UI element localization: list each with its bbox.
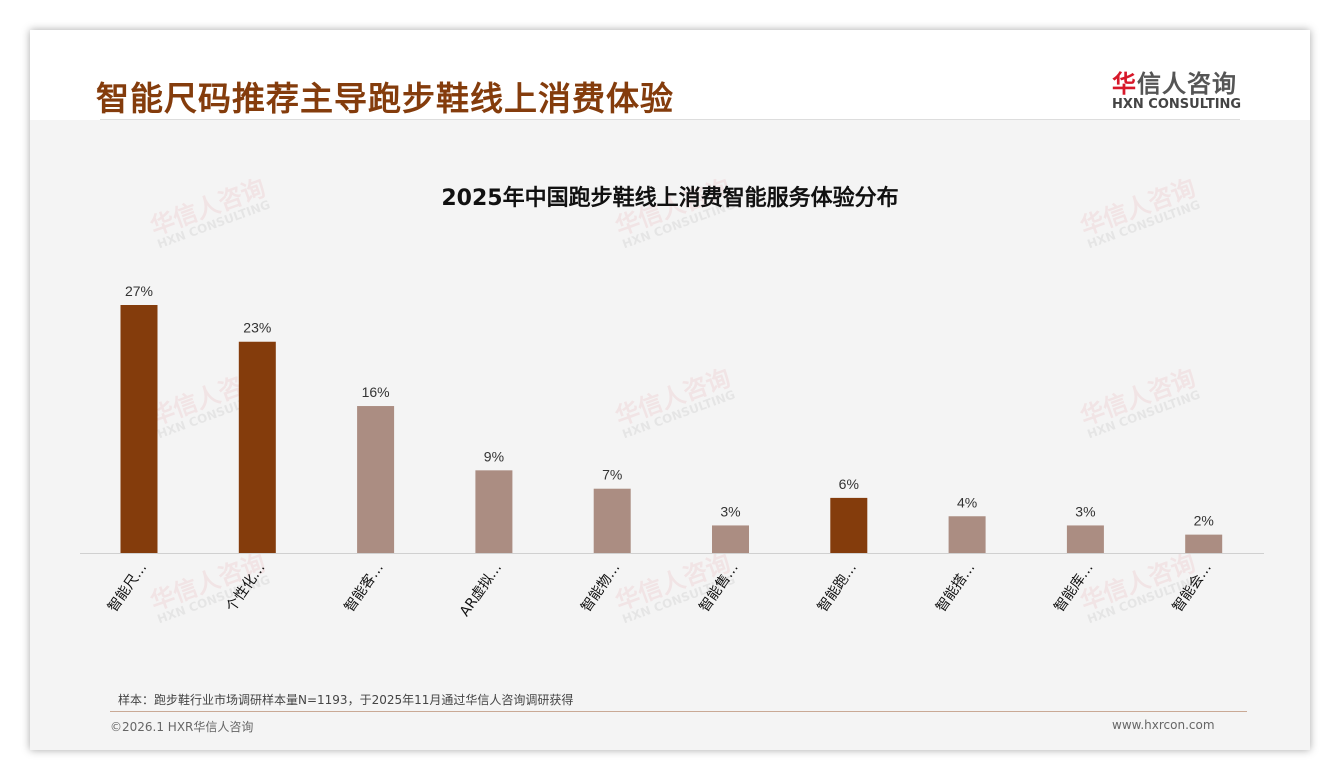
data-label: 23% [243, 320, 271, 336]
footer-divider [110, 711, 1247, 712]
x-tick-label: 智能会… [1170, 560, 1215, 615]
bar [238, 341, 276, 553]
page-title: 智能尺码推荐主导跑步鞋线上消费体验 [96, 79, 674, 118]
chart-title: 2025年中国跑步鞋线上消费智能服务体验分布 [441, 186, 899, 211]
divider [100, 119, 1240, 120]
x-tick-label: 智能客… [341, 560, 387, 616]
x-tick-label: 智能库… [1051, 560, 1096, 615]
bar [120, 305, 158, 553]
data-label: 3% [720, 503, 740, 519]
logo-accent: 华 [1112, 70, 1137, 98]
x-tick-label: 智能尺… [105, 560, 150, 615]
copyright: ©2026.1 HXR华信人咨询 [110, 720, 254, 734]
data-label: 27% [125, 283, 153, 299]
bar [948, 516, 986, 553]
bar [1185, 534, 1223, 553]
data-label: 3% [1075, 503, 1095, 519]
x-tick-label: 智能售… [697, 560, 742, 615]
bar [830, 497, 868, 553]
header: 智能尺码推荐主导跑步鞋线上消费体验 华信人咨询 HXN CONSULTING [30, 30, 1310, 120]
website-link[interactable]: www.hxrcon.com [1112, 718, 1215, 732]
bar [475, 470, 513, 553]
bar [1066, 525, 1104, 553]
x-tick-label: 智能搭… [933, 560, 978, 615]
data-label: 6% [839, 476, 859, 492]
bar [712, 525, 749, 553]
x-tick-label: AR虚拟… [457, 560, 505, 619]
x-tick-label: 智能跑… [815, 560, 860, 615]
bar [593, 488, 631, 553]
x-tick-label: 智能物… [578, 560, 623, 615]
x-tick-label: 个性化… [223, 560, 268, 615]
sample-note: 样本：跑步鞋行业市场调研样本量N=1193，于2025年11月通过华信人咨询调研… [118, 693, 574, 707]
bar [357, 406, 395, 553]
data-label: 7% [602, 467, 622, 483]
data-label: 2% [1194, 513, 1214, 529]
logo-text: 信人咨询 [1137, 70, 1237, 98]
data-label: 16% [362, 384, 390, 400]
logo: 华信人咨询 HXN CONSULTING [1112, 64, 1241, 112]
logo-en: HXN CONSULTING [1112, 97, 1242, 112]
data-label: 4% [957, 494, 977, 510]
data-label: 9% [484, 448, 504, 464]
